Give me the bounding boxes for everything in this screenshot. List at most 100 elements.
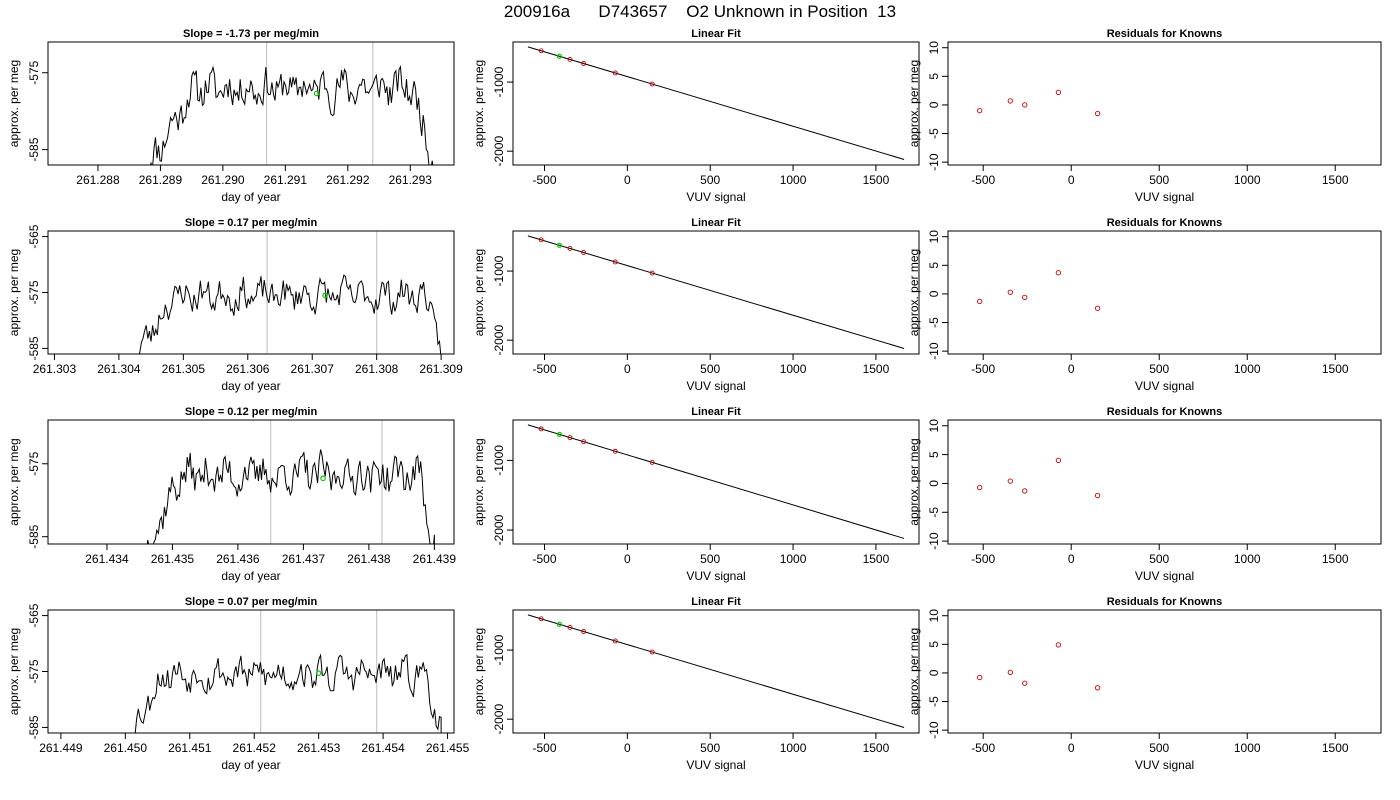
x-tick-label: 1500 (1322, 741, 1349, 755)
y-tick-label: -575 (27, 451, 41, 475)
x-tick-label: 500 (700, 552, 720, 566)
panel-frame (47, 419, 455, 545)
panel-title: Linear Fit (691, 406, 741, 418)
y-tick-label: 10 (927, 41, 941, 55)
highlight-point (313, 90, 320, 97)
x-axis-label: VUV signal (686, 379, 745, 393)
known-point (649, 649, 655, 655)
plot-area (527, 424, 905, 539)
x-tick-label: -500 (532, 173, 556, 187)
x-tick-label: 261.453 (297, 741, 341, 755)
x-tick-label: 261.290 (201, 173, 245, 187)
y-axis-label: approx. per meg (907, 628, 921, 715)
known-point (538, 237, 544, 243)
known-point (612, 70, 618, 76)
residual-point (977, 484, 983, 491)
highlight-point (322, 292, 328, 299)
panel-time-1: Slope = 0.17 per meg/min 261.303 261.304 26… (7, 217, 463, 393)
plot-area (138, 274, 442, 354)
y-axis-label: approx. per meg (472, 628, 486, 715)
known-point (581, 61, 587, 66)
y-tick-label: -5 (927, 128, 941, 139)
y-tick-label: -10 (927, 721, 941, 739)
x-tick-label: 1500 (1322, 173, 1349, 187)
x-tick-label: 500 (700, 173, 720, 187)
panel-resid-2: Residuals for Knowns -500 0 500 1000 1500 10 5 0… (907, 406, 1382, 583)
y-tick-label: 10 (927, 419, 941, 433)
panel-title: Residuals for Knowns (1107, 217, 1223, 229)
panel-title: Linear Fit (691, 596, 741, 608)
x-tick-label: 1000 (1234, 173, 1261, 187)
fit-line (527, 424, 905, 539)
x-tick-label: -500 (532, 362, 556, 376)
residual-point (1094, 305, 1101, 311)
panel-title: Slope = 0.07 per meg/min (185, 596, 318, 608)
x-tick-label: 1000 (780, 362, 807, 376)
residual-point (1055, 642, 1062, 648)
x-tick-label: 261.309 (419, 362, 463, 376)
panel-title: Residuals for Knowns (1107, 28, 1223, 40)
residual-point (1022, 102, 1028, 108)
residual-point (1007, 669, 1013, 676)
plot-area (527, 614, 905, 728)
y-tick-label: -10 (927, 153, 941, 171)
x-tick-label: 500 (1149, 173, 1169, 187)
x-tick-label: 261.303 (33, 362, 77, 376)
known-point (581, 439, 587, 445)
x-tick-label: 261.304 (97, 362, 141, 376)
panel-title: Slope = 0.12 per meg/min (185, 406, 318, 418)
panel-title: Linear Fit (691, 217, 741, 229)
plot-area (977, 457, 1101, 499)
y-tick-label: 5 (927, 641, 941, 648)
x-tick-label: 0 (1068, 741, 1075, 755)
fit-line (527, 46, 905, 160)
panel-resid-3: Residuals for Knowns -500 0 500 1000 1500 10 5 0… (907, 596, 1382, 772)
x-tick-label: 1500 (863, 362, 890, 376)
y-axis-label: approx. per meg (472, 249, 486, 336)
panel-title: Linear Fit (691, 28, 741, 40)
x-tick-label: 1500 (863, 552, 890, 566)
x-axis-label: VUV signal (686, 758, 745, 772)
panel-frame (47, 609, 455, 734)
residual-point (1094, 492, 1101, 499)
x-tick-label: -500 (971, 741, 995, 755)
y-tick-label: -585 (27, 524, 41, 548)
signal-line (150, 64, 434, 165)
residual-point (977, 674, 983, 681)
x-axis-label: VUV signal (1135, 190, 1194, 204)
y-axis-label: approx. per meg (472, 438, 486, 525)
x-tick-label: 261.291 (264, 173, 308, 187)
fit-line (527, 235, 905, 349)
x-tick-label: 500 (1149, 362, 1169, 376)
panel-frame (512, 419, 920, 545)
y-tick-label: -575 (27, 280, 41, 304)
x-tick-label: 1500 (863, 173, 890, 187)
panel-time-3: Slope = 0.07 per meg/min 261.449 261.450 26… (7, 596, 470, 772)
x-axis-label: VUV signal (1135, 569, 1194, 583)
plot-area (977, 89, 1101, 117)
x-tick-label: 261.449 (39, 741, 83, 755)
x-axis-label: VUV signal (1135, 758, 1194, 772)
x-tick-label: 261.451 (168, 741, 212, 755)
x-tick-label: 1000 (780, 173, 807, 187)
panel-frame (512, 230, 920, 355)
known-point (567, 435, 573, 441)
residual-point (1022, 294, 1028, 301)
unknown-point (556, 53, 563, 59)
panel-resid-1: Residuals for Knowns -500 0 500 1000 1500 10 5 0… (907, 217, 1382, 393)
x-tick-label: 261.435 (151, 552, 195, 566)
x-tick-label: -500 (971, 173, 995, 187)
x-tick-label: 261.438 (347, 552, 391, 566)
x-axis-label: VUV signal (686, 190, 745, 204)
y-tick-label: -10 (927, 532, 941, 550)
residual-point (1007, 98, 1013, 104)
y-tick-label: 5 (927, 262, 941, 269)
x-axis-label: day of year (221, 758, 280, 772)
panel-frame (47, 230, 455, 355)
panel-frame (512, 41, 920, 166)
residual-point (1055, 89, 1062, 95)
figure-title: 200916a D743657 O2 Unknown in Position 1… (503, 2, 897, 21)
y-tick-label: -565 (27, 603, 41, 627)
known-point (612, 259, 618, 265)
